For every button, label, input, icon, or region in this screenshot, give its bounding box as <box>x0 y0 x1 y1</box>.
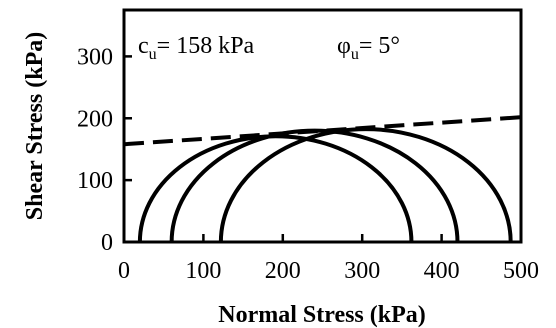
x-tick-label: 0 <box>118 258 130 284</box>
x-tick-label: 100 <box>185 258 221 284</box>
x-axis-label: Normal Stress (kPa) <box>218 302 426 328</box>
cu-symbol: c <box>138 33 149 59</box>
phi-subscript: u <box>351 46 359 63</box>
phi-annotation: φu= 5° <box>337 33 400 63</box>
cu-value: = 158 kPa <box>157 33 255 59</box>
y-tick-label: 200 <box>77 106 113 132</box>
cu-annotation: cu= 158 kPa <box>138 33 255 63</box>
y-tick-label: 100 <box>77 168 113 194</box>
x-tick-label: 400 <box>424 258 460 284</box>
mohr-circle-3 <box>218 127 513 243</box>
x-tick-label: 200 <box>265 258 301 284</box>
y-axis-label: Shear Stress (kPa) <box>22 32 48 220</box>
cu-subscript: u <box>149 46 157 63</box>
phi-value: = 5° <box>359 33 400 59</box>
y-tick-label: 0 <box>101 230 113 256</box>
x-tick-label: 500 <box>503 258 539 284</box>
failure-envelope-line <box>123 115 522 147</box>
plot-frame <box>122 8 523 244</box>
phi-symbol: φ <box>337 33 351 59</box>
y-tick-label: 300 <box>77 44 113 70</box>
x-tick-label: 300 <box>344 258 380 284</box>
